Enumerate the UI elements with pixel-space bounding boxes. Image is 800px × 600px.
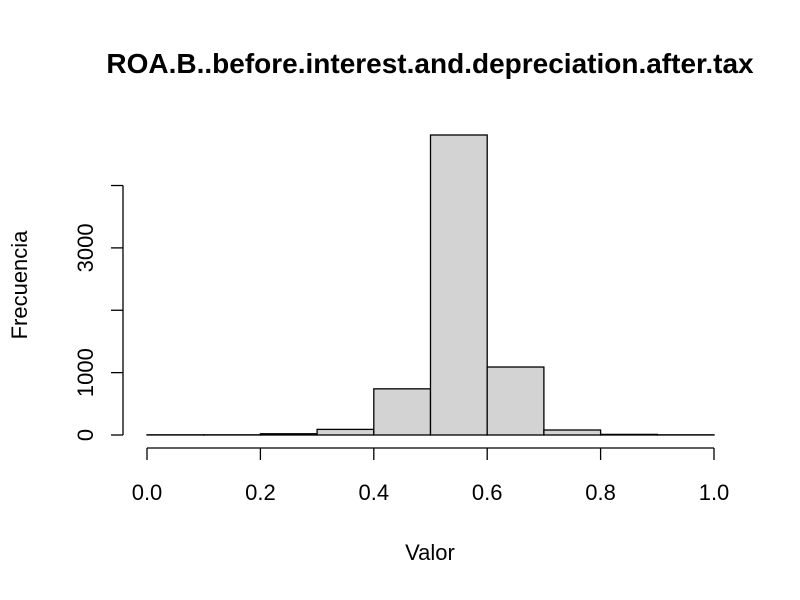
histogram-bar <box>543 429 602 436</box>
histogram-bar <box>486 366 545 436</box>
x-tick-label: 0.4 <box>359 480 390 505</box>
x-axis-label: Valor <box>405 540 455 565</box>
x-tick-label: 0.6 <box>472 480 503 505</box>
histogram-bar <box>316 428 375 436</box>
y-tick-label: 0 <box>73 429 98 441</box>
x-tick-label: 0.8 <box>585 480 616 505</box>
x-tick-label: 0.2 <box>245 480 276 505</box>
y-tick-label: 1000 <box>73 348 98 397</box>
histogram-bar <box>599 433 658 436</box>
histogram-bar <box>373 388 432 436</box>
y-axis-label: Frecuencia <box>7 230 32 340</box>
x-axis: 0.0 0.2 0.4 0.6 0.8 1.0 <box>132 447 730 505</box>
histogram-bar <box>259 433 318 436</box>
bars-group <box>146 134 715 436</box>
y-tick-label: 3000 <box>73 223 98 272</box>
chart-title: ROA.B..before.interest.and.depreciation.… <box>106 48 754 79</box>
x-tick-label: 0.0 <box>132 480 163 505</box>
y-axis: 0 1000 3000 <box>73 184 124 441</box>
x-tick-label: 1.0 <box>699 480 730 505</box>
histogram-bar <box>429 134 488 436</box>
